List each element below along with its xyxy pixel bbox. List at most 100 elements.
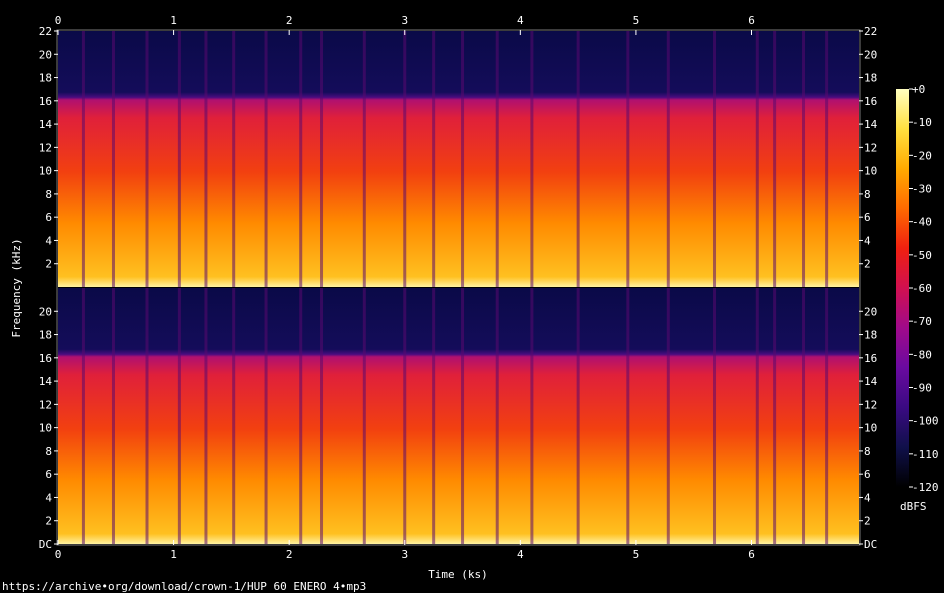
silence-gap bbox=[145, 31, 149, 287]
silence-gap bbox=[81, 288, 85, 544]
y-tick-label-right-bottom: 20 bbox=[864, 305, 877, 318]
silence-gap bbox=[81, 31, 85, 287]
y-tick-label-right-bottom: 8 bbox=[864, 445, 871, 458]
colorbar-tick-label: -50 bbox=[912, 249, 932, 262]
y-tick-label-right-top: 8 bbox=[864, 188, 871, 201]
silence-gap bbox=[576, 31, 580, 287]
y-tick-label-right-bottom: 12 bbox=[864, 398, 877, 411]
silence-gap bbox=[713, 31, 717, 287]
silence-gap bbox=[177, 288, 181, 544]
y-tick-label-left-bottom: 20 bbox=[39, 305, 52, 318]
y-tick-label-left-top: 10 bbox=[39, 165, 52, 178]
y-tick-label-left-bottom: 14 bbox=[39, 375, 53, 388]
silence-gap bbox=[461, 31, 465, 287]
y-tick-label-left-top: 20 bbox=[39, 48, 52, 61]
colorbar-tick-label: -100 bbox=[912, 415, 939, 428]
silence-gap bbox=[461, 288, 465, 544]
colorbar-tick-label: +0 bbox=[912, 83, 925, 96]
y-tick-label-left-top: 8 bbox=[45, 188, 52, 201]
y-tick-label-left-top: 14 bbox=[39, 118, 53, 131]
y-tick-label-left-top: 16 bbox=[39, 95, 52, 108]
source-url: https://archive•org/download/crown-1/HUP… bbox=[2, 580, 366, 593]
y-axis-label: Frequency (kHz) bbox=[10, 238, 23, 337]
y-tick-label-left-bottom: 12 bbox=[39, 398, 52, 411]
x-tick-label-top: 1 bbox=[170, 14, 177, 27]
silence-gap bbox=[145, 288, 149, 544]
y-tick-label-left-top: 18 bbox=[39, 72, 52, 85]
y-tick-label-right-top: 14 bbox=[864, 118, 878, 131]
spectrogram-channel-bottom bbox=[58, 288, 859, 544]
y-tick-label-left-top: 22 bbox=[39, 25, 52, 38]
silence-gap bbox=[362, 288, 366, 544]
x-tick-label-bottom: 3 bbox=[401, 548, 408, 561]
x-tick-label-bottom: 2 bbox=[286, 548, 293, 561]
x-axis-label: Time (ks) bbox=[428, 568, 488, 581]
y-tick-label-right-top: 16 bbox=[864, 95, 877, 108]
y-tick-label-left-bottom: 16 bbox=[39, 352, 52, 365]
silence-gap bbox=[111, 31, 115, 287]
silence-gap bbox=[264, 31, 268, 287]
silence-gap bbox=[111, 288, 115, 544]
y-tick-label-right-bottom: 10 bbox=[864, 422, 877, 435]
plot-frame bbox=[56, 29, 861, 546]
silence-gap bbox=[773, 31, 777, 287]
x-tick-label-bottom: 0 bbox=[55, 548, 62, 561]
y-tick-label-right-bottom: 2 bbox=[864, 515, 871, 528]
silence-gap bbox=[666, 31, 670, 287]
colorbar-tick-label: -30 bbox=[912, 183, 932, 196]
x-tick-label-bottom: 5 bbox=[633, 548, 640, 561]
silence-gap bbox=[666, 288, 670, 544]
y-tick-label-right-bottom: 16 bbox=[864, 352, 877, 365]
y-tick-label-left-bottom: 18 bbox=[39, 329, 52, 342]
y-tick-label-right-top: 18 bbox=[864, 72, 877, 85]
plot-area-bottom bbox=[58, 288, 859, 544]
silence-gap bbox=[177, 31, 181, 287]
colorbar-tick-label: -20 bbox=[912, 149, 932, 162]
silence-gap bbox=[432, 288, 436, 544]
x-tick-label-bottom: 6 bbox=[748, 548, 755, 561]
silence-gap bbox=[755, 31, 759, 287]
colorbar-tick-label: -10 bbox=[912, 116, 932, 129]
silence-gap bbox=[264, 288, 268, 544]
y-tick-label-right-bottom: 4 bbox=[864, 491, 871, 504]
silence-gap bbox=[403, 31, 407, 287]
y-tick-label-left-bottom: 2 bbox=[45, 515, 52, 528]
colorbar-tick-label: -90 bbox=[912, 382, 932, 395]
y-tick-label-right-bottom: 14 bbox=[864, 375, 878, 388]
y-tick-label-right-top: 12 bbox=[864, 141, 877, 154]
y-tick-label-right-bottom: DC bbox=[864, 538, 877, 551]
silence-gap bbox=[713, 288, 717, 544]
silence-gap bbox=[362, 31, 366, 287]
silence-gaps-top bbox=[81, 31, 829, 287]
x-tick-label-top: 0 bbox=[55, 14, 62, 27]
colorbar: +0 -10 -20 -30 -40 -50 -60 -70 -80 -90 -100 -110 -12… bbox=[896, 83, 939, 513]
y-tick-label-left-bottom: DC bbox=[39, 538, 52, 551]
silence-gap bbox=[299, 31, 303, 287]
x-tick-label-top: 4 bbox=[517, 14, 524, 27]
silence-gap bbox=[299, 288, 303, 544]
y-tick-label-left-bottom: 4 bbox=[45, 491, 52, 504]
colorbar-tick-label: -40 bbox=[912, 216, 932, 229]
colorbar-tick-label: -60 bbox=[912, 282, 932, 295]
colorbar-tick-label: -70 bbox=[912, 315, 932, 328]
silence-gap bbox=[576, 288, 580, 544]
silence-gap bbox=[755, 288, 759, 544]
silence-gap bbox=[432, 31, 436, 287]
y-tick-label-right-top: 4 bbox=[864, 234, 871, 247]
colorbar-ticks: +0 -10 -20 -30 -40 -50 -60 -70 -80 -90 -100 -110 -12… bbox=[909, 83, 939, 494]
y-tick-label-left-top: 12 bbox=[39, 141, 52, 154]
y-tick-label-right-top: 22 bbox=[864, 25, 877, 38]
silence-gap bbox=[825, 31, 829, 287]
silence-gap bbox=[495, 31, 499, 287]
silence-gap bbox=[626, 31, 630, 287]
colorbar-tick-label: -110 bbox=[912, 448, 939, 461]
x-tick-label-top: 2 bbox=[286, 14, 293, 27]
silence-gap bbox=[530, 288, 534, 544]
colorbar-scale bbox=[896, 89, 909, 487]
silence-gap bbox=[320, 288, 324, 544]
y-tick-label-right-top: 2 bbox=[864, 258, 871, 271]
silence-gap bbox=[232, 31, 236, 287]
plot-area-top bbox=[58, 31, 859, 287]
y-tick-label-left-bottom: 10 bbox=[39, 422, 52, 435]
